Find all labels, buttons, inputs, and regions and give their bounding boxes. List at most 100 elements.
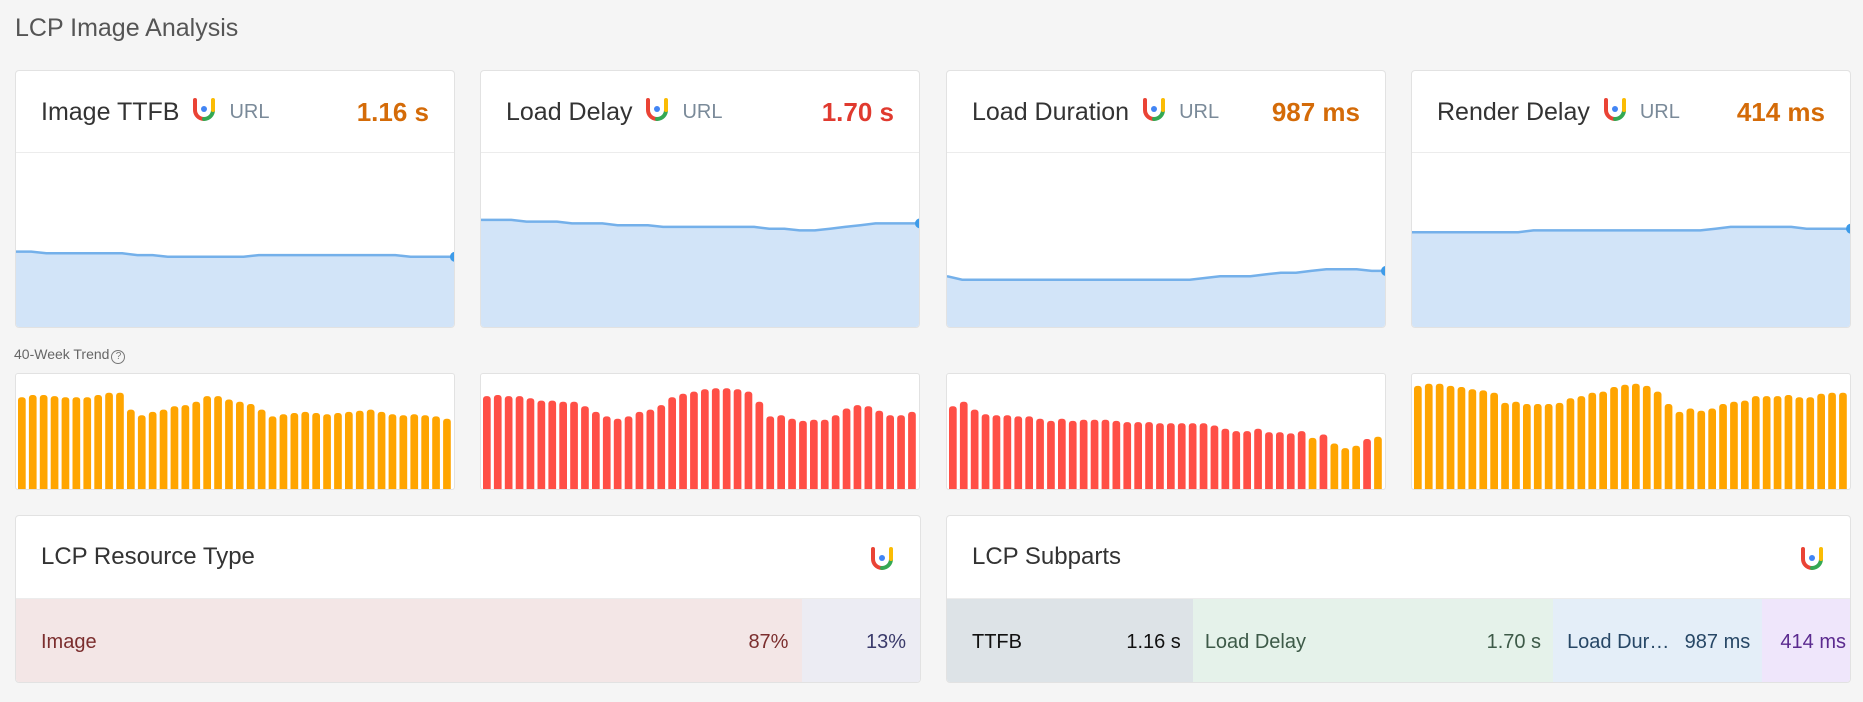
metric-card-load-duration[interactable]: Load Duration URL 987 ms: [946, 70, 1386, 328]
week-bar: [679, 393, 687, 489]
metric-card-image-ttfb[interactable]: Image TTFB URL 1.16 s: [15, 70, 455, 328]
week-bar: [181, 405, 190, 489]
week-bar: [1134, 422, 1142, 489]
week-bar: [646, 409, 655, 489]
url-label[interactable]: URL: [229, 101, 270, 123]
week-bar: [1479, 390, 1488, 489]
metric-value: 414 ms: [1736, 97, 1825, 127]
week-bar: [733, 389, 742, 489]
url-label[interactable]: URL: [1179, 101, 1220, 123]
week-bar: [548, 400, 557, 489]
subpart-segment-render-delay[interactable]: 414 ms: [1762, 599, 1850, 682]
week-bar: [493, 395, 502, 489]
week-bar: [1330, 443, 1339, 489]
week-bar: [908, 411, 916, 489]
week-bar: [1828, 392, 1836, 489]
week-bar: [504, 396, 513, 489]
url-label[interactable]: URL: [682, 101, 723, 123]
week-bar: [864, 406, 873, 489]
week-bar: [1555, 402, 1564, 489]
crux-logo-icon: [1602, 97, 1628, 123]
trend-endpoint: [1381, 266, 1385, 276]
week-bar: [279, 414, 288, 489]
week-bar: [592, 411, 600, 489]
week-bar: [72, 397, 81, 489]
week-bar: [1036, 418, 1044, 489]
metric-card-render-delay[interactable]: Render Delay URL 414 ms: [1411, 70, 1851, 328]
week-bar: [744, 391, 753, 489]
week-bar: [61, 397, 70, 489]
segment-label: TTFB: [972, 631, 1022, 653]
week-bar: [537, 400, 546, 489]
segment-value: 987 ms: [1684, 631, 1751, 653]
week-bar: [1221, 428, 1230, 489]
weekly-trend-load-duration: [946, 373, 1386, 490]
week-bar: [377, 411, 386, 489]
week-bar: [1523, 404, 1531, 489]
week-bar: [981, 414, 990, 489]
week-bar: [559, 401, 567, 489]
week-bar: [1090, 419, 1099, 489]
segment-value: 1.70 s: [1486, 631, 1542, 653]
week-bar: [755, 401, 764, 489]
week-bar: [268, 416, 277, 489]
week-bar: [1319, 434, 1328, 489]
trend-endpoint: [1846, 223, 1850, 234]
week-bar: [1265, 432, 1273, 489]
week-bar: [613, 418, 622, 489]
week-bar: [83, 397, 92, 489]
lcp-subparts-card: LCP Subparts TTFB 1.16 s Load Delay 1.70…: [946, 515, 1851, 683]
help-icon[interactable]: ?: [111, 350, 126, 364]
week-bar: [137, 415, 146, 489]
subpart-segment-load-duration[interactable]: Load Dur… 987 ms: [1553, 599, 1763, 682]
trend-area-chart: [1412, 223, 1850, 327]
week-bar: [1512, 401, 1520, 489]
resource-segment-image[interactable]: Image 87%: [16, 599, 803, 682]
week-bar: [1101, 419, 1110, 489]
url-label[interactable]: URL: [1639, 101, 1680, 123]
week-bar: [388, 414, 397, 489]
subpart-segment-ttfb[interactable]: TTFB 1.16 s: [947, 599, 1193, 682]
week-bar: [1297, 431, 1306, 489]
segment-value: 414 ms: [1780, 631, 1846, 653]
week-bar: [1047, 420, 1055, 489]
week-bar: [1719, 404, 1727, 489]
week-bar: [515, 396, 524, 489]
metric-title: Load Duration: [972, 98, 1130, 126]
week-bar: [1741, 400, 1749, 489]
subpart-segment-load-delay[interactable]: Load Delay 1.70 s: [1192, 599, 1554, 682]
resource-segment-other[interactable]: 13%: [802, 599, 920, 682]
trend-area: [481, 219, 919, 327]
week-bar: [1210, 425, 1219, 489]
week-bar: [1784, 395, 1793, 489]
week-bar: [312, 413, 320, 489]
metric-value: 1.16 s: [356, 97, 429, 127]
week-bar: [1806, 397, 1815, 489]
trend-area-chart: [16, 250, 454, 327]
week-bar: [28, 395, 37, 489]
trend-area: [16, 251, 454, 327]
week-bar: [290, 413, 299, 489]
week-bar: [1352, 445, 1360, 489]
week-bar: [1254, 428, 1262, 489]
week-bar: [39, 395, 48, 489]
week-bar: [1374, 436, 1382, 489]
metric-header: Load Delay URL 1.70 s: [481, 71, 919, 153]
week-bar: [1308, 437, 1317, 489]
metric-header: Load Duration URL 987 ms: [947, 71, 1385, 153]
week-bar: [970, 409, 979, 489]
metric-card-load-delay[interactable]: Load Delay URL 1.70 s: [480, 70, 920, 328]
week-bar: [1167, 423, 1175, 489]
week-bar: [1112, 420, 1121, 489]
trend-label: 40-Week Trend?: [14, 346, 126, 364]
week-bar: [1599, 391, 1607, 489]
weekly-bar-chart: [1414, 383, 1847, 489]
week-bar: [722, 388, 731, 489]
week-bar: [820, 419, 829, 489]
week-bar: [50, 396, 59, 489]
week-bar: [1588, 392, 1597, 489]
card-title: LCP Subparts: [972, 543, 1121, 570]
metric-title: Image TTFB: [41, 98, 180, 126]
week-bar: [421, 415, 429, 489]
crux-logo-icon: [1141, 97, 1167, 123]
